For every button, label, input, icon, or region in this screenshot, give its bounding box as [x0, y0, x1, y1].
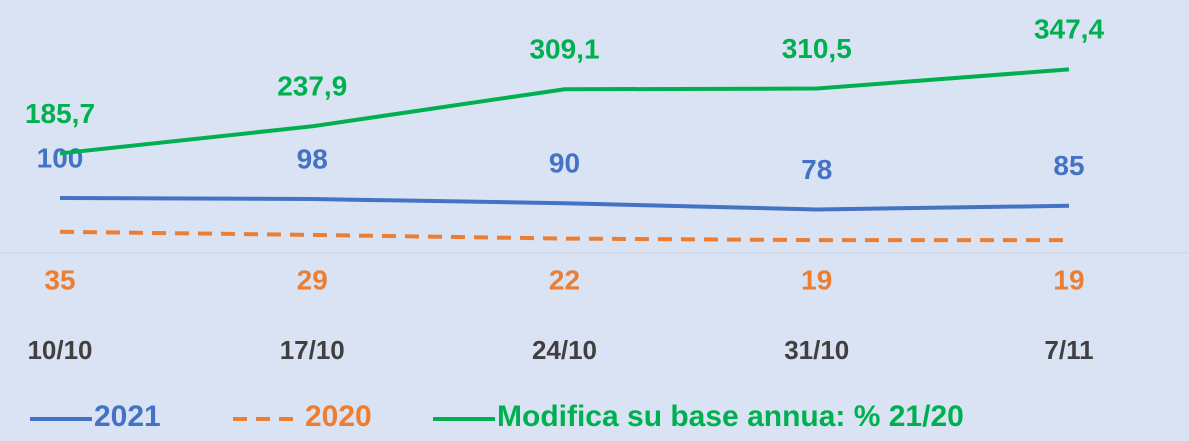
- data-label: 347,4: [1034, 14, 1104, 45]
- legend-label: 2020: [305, 400, 372, 433]
- series-line: [59, 196, 1070, 212]
- data-label: 185,7: [25, 98, 95, 129]
- x-tick-label: 7/11: [1044, 335, 1093, 365]
- series-line: [59, 229, 1069, 243]
- data-label: 310,5: [782, 33, 852, 64]
- data-label: 309,1: [529, 34, 599, 65]
- data-label: 19: [801, 264, 832, 295]
- data-label: 29: [297, 264, 328, 295]
- x-tick-label: 10/10: [27, 335, 92, 365]
- data-label: 19: [1053, 264, 1084, 295]
- series-line: [59, 67, 1070, 156]
- data-label: 90: [549, 148, 580, 179]
- data-label: 98: [297, 143, 328, 174]
- x-tick-label: 31/10: [784, 335, 849, 365]
- legend-label: 2021: [94, 400, 161, 433]
- x-tick-label: 24/10: [532, 335, 597, 365]
- x-tick-label: 17/10: [280, 335, 345, 365]
- data-label: 22: [549, 264, 580, 295]
- data-label: 78: [801, 154, 832, 185]
- data-label: 35: [44, 264, 75, 295]
- data-label: 100: [37, 142, 84, 173]
- data-label: 237,9: [277, 71, 347, 102]
- legend-label: Modifica su base annua: % 21/20: [497, 400, 964, 433]
- data-label: 85: [1053, 150, 1084, 181]
